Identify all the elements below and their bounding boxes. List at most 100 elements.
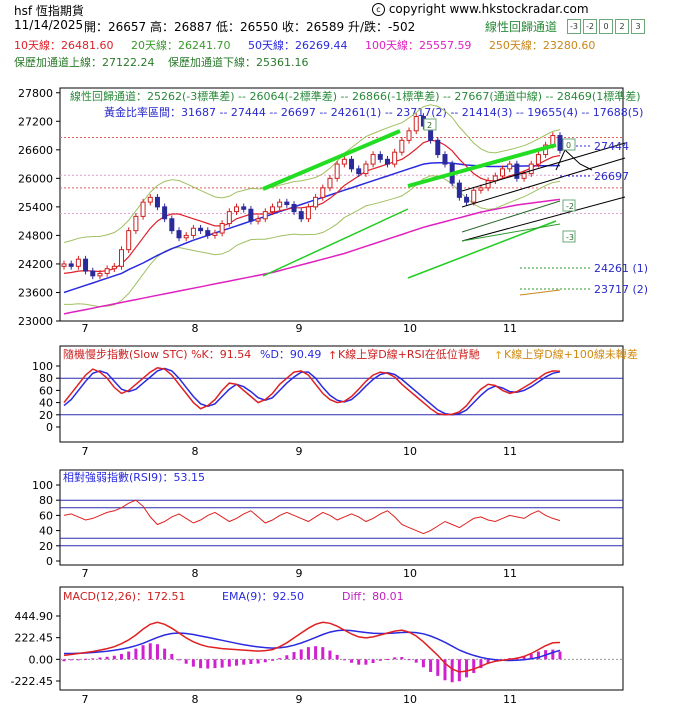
macd-ytick-label: 222.45 bbox=[15, 632, 54, 645]
macd-histogram-bar bbox=[184, 659, 188, 664]
candle-body bbox=[140, 201, 146, 217]
candle-body bbox=[291, 204, 297, 213]
macd-histogram-bar bbox=[191, 659, 195, 667]
channel-tag-label: 0 bbox=[566, 141, 571, 150]
candle-body bbox=[212, 232, 218, 236]
stc-ytick-label: 0 bbox=[46, 421, 53, 434]
candle-body bbox=[75, 258, 81, 267]
golden-ratio-label: 24261 (1) bbox=[594, 262, 648, 275]
price-panel-frame bbox=[59, 87, 624, 322]
candle-body bbox=[147, 196, 153, 203]
ma10-label: 10天線：26481.60 bbox=[14, 39, 114, 52]
stc-d-line bbox=[63, 367, 561, 416]
channel-tag-box bbox=[562, 230, 576, 243]
macd-histogram-bar bbox=[242, 659, 246, 665]
macd-histogram-bar bbox=[385, 658, 389, 660]
candle-body bbox=[499, 168, 505, 177]
macd-histogram-bar bbox=[213, 659, 217, 669]
macd-histogram-bar bbox=[206, 659, 210, 669]
macd-histogram-bar bbox=[235, 659, 239, 666]
macd-histogram-bar bbox=[342, 659, 346, 661]
candle-body bbox=[377, 154, 383, 160]
channel-tag-label: -2 bbox=[566, 202, 574, 211]
rsi-ytick-label: 0 bbox=[46, 555, 53, 568]
candle-body bbox=[384, 158, 390, 165]
macd-histogram-bar bbox=[120, 653, 124, 660]
macd-histogram-bar bbox=[163, 648, 167, 660]
candle-body bbox=[413, 116, 419, 132]
macd-histogram-bar bbox=[421, 659, 425, 668]
macd-histogram-bar bbox=[306, 647, 310, 660]
candle-body bbox=[111, 265, 117, 270]
macd-histogram-bar bbox=[155, 644, 159, 660]
candle-body bbox=[104, 268, 110, 274]
regression-text: 線性回歸通道：25262(-3標準差) -- 26064(-2標準差) -- 2… bbox=[70, 89, 641, 103]
macd-histogram-bar bbox=[486, 659, 490, 664]
macd-histogram-bar bbox=[364, 659, 368, 665]
macd-histogram-bar bbox=[84, 658, 88, 660]
ma50-label: 50天線：26269.44 bbox=[247, 39, 348, 52]
candle-body bbox=[528, 163, 534, 175]
macd-panel-frame bbox=[59, 586, 624, 691]
candle-body bbox=[521, 173, 527, 179]
band-legend: 保歷加通道上線：27122.24 保歷加通道下線：25361.16 bbox=[14, 54, 309, 70]
candle-body bbox=[176, 230, 182, 239]
bollinger-upper-line bbox=[63, 104, 561, 243]
macd-ytick-label: 444.90 bbox=[15, 610, 54, 623]
candle-body bbox=[61, 263, 67, 267]
candle-body bbox=[133, 215, 139, 232]
macd-histogram-bar bbox=[69, 659, 73, 661]
golden-ratio-label: 23717 (2) bbox=[594, 283, 648, 296]
macd-histogram-bar bbox=[357, 659, 361, 665]
rsi-title: 相對強弱指數(RSI9)：53.15 bbox=[63, 470, 205, 484]
ema9-line bbox=[64, 629, 561, 662]
candle-body bbox=[277, 201, 283, 208]
x-month-label: 7 bbox=[82, 693, 89, 706]
x-month-label: 10 bbox=[403, 693, 417, 706]
macd-histogram-bar bbox=[98, 657, 102, 660]
candle-body bbox=[406, 130, 412, 141]
candle-body bbox=[154, 196, 160, 208]
macd-histogram-bar bbox=[127, 651, 131, 660]
macd-histogram-bar bbox=[148, 643, 152, 660]
macd-histogram-bar bbox=[199, 659, 203, 669]
channel-tag-box bbox=[562, 138, 576, 151]
channel-button-3[interactable]: 3 bbox=[631, 19, 645, 34]
macd-histogram-bar bbox=[378, 659, 382, 661]
x-month-label: 10 bbox=[403, 445, 417, 458]
channel-button--3[interactable]: -3 bbox=[567, 19, 581, 34]
quote-ohlc: 開：26657 高：26887 低：26550 收：26589 升/跌：-502 bbox=[84, 20, 416, 34]
candle-body bbox=[169, 218, 175, 232]
channel-button--2[interactable]: -2 bbox=[583, 19, 597, 34]
candle-body bbox=[198, 227, 204, 232]
candle-body bbox=[334, 163, 340, 179]
channel-button-2[interactable]: 2 bbox=[615, 19, 629, 34]
regression-channel-m3 bbox=[461, 223, 561, 242]
macd-histogram-bar bbox=[558, 651, 562, 660]
macd-histogram-bar bbox=[278, 658, 282, 660]
channel-button-0[interactable]: 0 bbox=[599, 19, 613, 34]
candle-body bbox=[507, 163, 513, 170]
x-month-label: 9 bbox=[296, 693, 303, 706]
macd-histogram-bar bbox=[314, 646, 318, 660]
macd-histogram-bar bbox=[177, 659, 181, 661]
x-month-label: 9 bbox=[296, 567, 303, 580]
stc-panel-frame bbox=[59, 345, 624, 443]
x-month-label: 8 bbox=[192, 445, 199, 458]
x-month-label: 9 bbox=[296, 445, 303, 458]
ema-value: EMA(9)：92.50 bbox=[222, 590, 304, 603]
price-ytick-label: 27200 bbox=[18, 115, 53, 128]
macd-histogram-bar bbox=[227, 659, 231, 667]
regression-channel-top bbox=[461, 142, 626, 192]
candle-body bbox=[363, 163, 369, 175]
candle-body bbox=[456, 182, 462, 198]
macd-histogram-bar bbox=[141, 645, 145, 660]
macd-histogram-bar bbox=[220, 659, 224, 668]
trend-line-upper bbox=[262, 129, 401, 191]
macd-histogram-bar bbox=[270, 659, 274, 661]
price-ytick-label: 23000 bbox=[18, 315, 53, 328]
candle-body bbox=[234, 206, 240, 213]
candle-body bbox=[478, 187, 484, 191]
macd-ytick-label: 0.00 bbox=[29, 653, 54, 666]
x-month-label: 7 bbox=[82, 445, 89, 458]
